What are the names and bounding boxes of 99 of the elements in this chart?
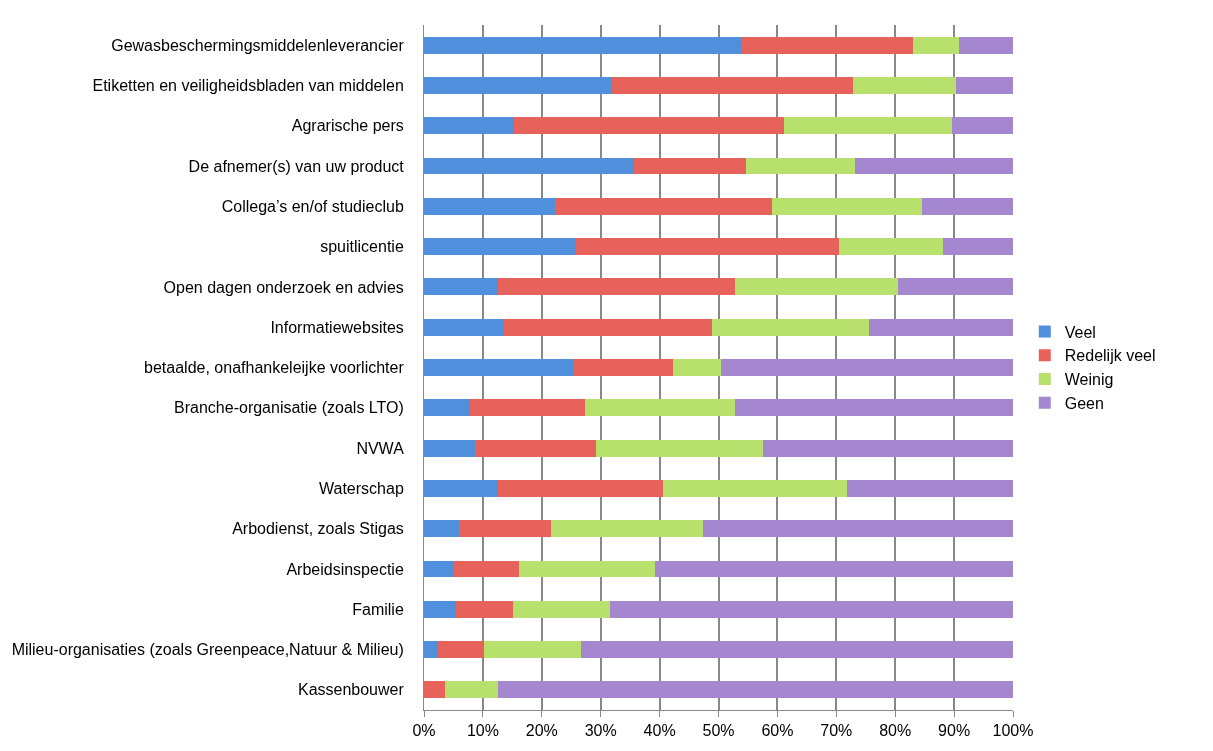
bar [956, 76, 1013, 94]
bar [424, 359, 574, 376]
y-tick-label: Milieu-organisaties (zoals Greenpeace,Natuur & Milieu) [11, 641, 404, 659]
x-tick-label: 80% [879, 722, 912, 740]
y-tick-label: Open dagen onderzoek en advies [163, 278, 404, 296]
y-tick-label: betaalde, onafhankeleijke voorlichter [144, 359, 405, 377]
y-tick-label: Familie [352, 600, 404, 618]
legend-label: Geen [1064, 395, 1104, 413]
bar [424, 318, 504, 336]
x-tick-label: 100% [992, 722, 1034, 740]
bar [846, 479, 1013, 497]
y-tick-label: Collega’s en/of studieclub [221, 197, 404, 215]
bar [852, 76, 957, 94]
bar [424, 560, 455, 578]
bar [662, 479, 847, 497]
bar [424, 600, 457, 618]
bar [772, 197, 922, 215]
bar [497, 681, 1013, 699]
bar [424, 439, 475, 457]
bar [424, 681, 445, 699]
bar [580, 641, 1013, 659]
bar [469, 399, 586, 417]
y-tick-label: Informatiewebsites [270, 318, 404, 336]
bar [897, 278, 1013, 296]
bar [839, 238, 943, 256]
bar [868, 318, 1013, 336]
bar [497, 479, 663, 497]
y-tick-label: spuitlicentie [320, 238, 404, 256]
x-tick-label: 90% [938, 722, 971, 740]
bar [424, 479, 498, 497]
bar [424, 238, 576, 256]
bar [703, 520, 1013, 538]
bar [942, 238, 1013, 256]
bar [424, 520, 459, 538]
y-tick-label: Gewasbeschermingsmiddelenleverancier [111, 36, 405, 54]
x-tick-label: 70% [820, 722, 853, 740]
x-tick-label: 50% [702, 722, 735, 740]
x-tick-label: 60% [761, 722, 794, 740]
bar [611, 76, 853, 94]
y-tick-label: Agrarische pers [291, 117, 404, 135]
bar [424, 399, 470, 417]
bar [484, 641, 581, 659]
bar [456, 600, 513, 618]
x-tick-label: 20% [525, 722, 558, 740]
bar [721, 359, 1013, 376]
bar [514, 117, 784, 135]
bar [573, 359, 674, 376]
x-tick-label: 40% [643, 722, 676, 740]
bar [740, 36, 913, 54]
legend-label: Weinig [1064, 371, 1114, 389]
bar [424, 117, 515, 135]
bar [921, 197, 1013, 215]
bar [958, 36, 1013, 54]
y-tick-label: Etiketten en veiligheidsbladen van middelen [92, 77, 404, 95]
y-tick-label: De afnemer(s) van uw product [188, 157, 405, 175]
bar [424, 278, 498, 296]
y-tick-label: Arbodienst, zoals Stigas [232, 520, 404, 538]
bar [595, 439, 763, 457]
bar [734, 399, 1013, 417]
bar [855, 157, 1013, 175]
y-tick-label: Waterschap [319, 479, 404, 497]
legend-label: Redelijk veel [1064, 347, 1156, 365]
bar [712, 318, 869, 336]
y-tick-label: Branche-organisatie (zoals LTO) [174, 399, 404, 417]
bar [437, 641, 485, 659]
legend-label: Veel [1064, 323, 1096, 341]
bar [555, 197, 773, 215]
bar [734, 278, 898, 296]
bar [458, 520, 551, 538]
bar [575, 238, 840, 256]
bar [762, 439, 1013, 457]
bar [655, 560, 1013, 578]
bar [512, 600, 610, 618]
bar [454, 560, 520, 578]
bar [585, 399, 735, 417]
bar [912, 36, 959, 54]
bar [519, 560, 656, 578]
bar [673, 359, 722, 376]
x-tick-label: 10% [466, 722, 499, 740]
bar [424, 157, 634, 175]
bar [497, 278, 735, 296]
bar [444, 681, 498, 699]
bar [550, 520, 704, 538]
x-tick-label: 0% [412, 722, 436, 740]
bar [424, 641, 438, 659]
bar [951, 117, 1013, 135]
bar [503, 318, 713, 336]
bar [424, 76, 612, 94]
bar [745, 157, 856, 175]
y-tick-label: Arbeidsinspectie [286, 560, 404, 578]
bar [783, 117, 952, 135]
bar [424, 36, 741, 54]
bar [609, 600, 1013, 618]
y-tick-label: NVWA [356, 439, 405, 457]
bar [424, 197, 556, 215]
bar [474, 439, 596, 457]
y-tick-label: Kassenbouwer [297, 681, 405, 699]
x-tick-label: 30% [584, 722, 617, 740]
bar [633, 157, 746, 175]
